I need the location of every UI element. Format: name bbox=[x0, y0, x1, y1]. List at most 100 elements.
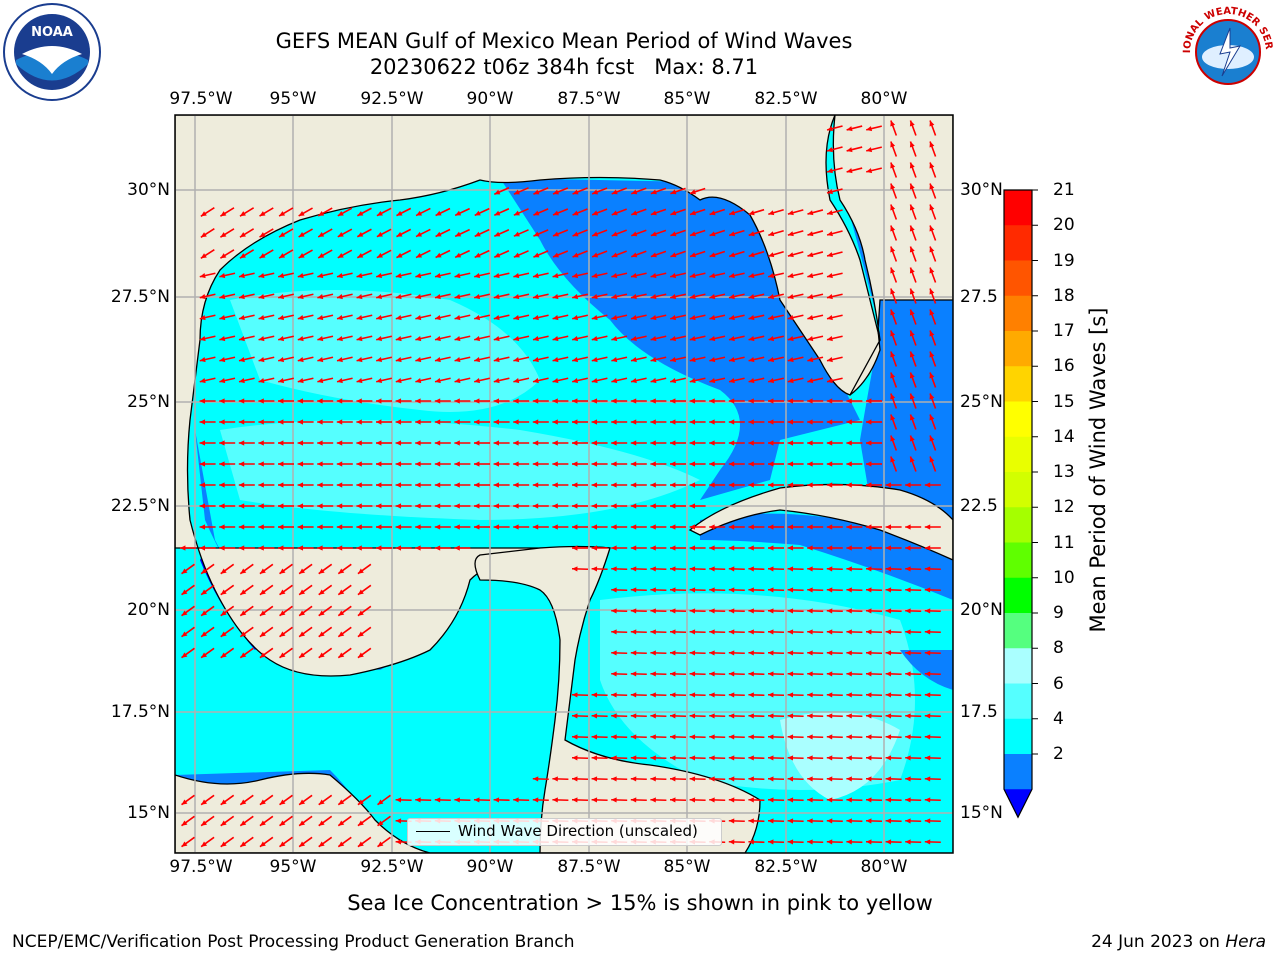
wave-direction-arrow bbox=[552, 356, 569, 363]
wave-direction-arrow bbox=[890, 393, 898, 409]
wave-direction-arrow bbox=[259, 647, 274, 659]
lat-tick-left: 17.5°N bbox=[110, 702, 170, 722]
wave-direction-arrow bbox=[924, 713, 941, 719]
wave-direction-arrow bbox=[846, 167, 863, 174]
wave-direction-arrow bbox=[768, 419, 784, 425]
wave-direction-arrow bbox=[709, 440, 726, 446]
wave-direction-arrow bbox=[846, 440, 863, 446]
wave-direction-arrow bbox=[890, 267, 898, 283]
wave-direction-arrow bbox=[219, 524, 236, 530]
wave-direction-arrow bbox=[767, 776, 785, 782]
wave-direction-arrow bbox=[807, 251, 824, 258]
wave-direction-arrow bbox=[435, 249, 451, 259]
wave-direction-arrow bbox=[650, 776, 667, 782]
wave-direction-arrow bbox=[787, 629, 804, 635]
wave-direction-arrow bbox=[298, 584, 313, 596]
wave-direction-arrow bbox=[259, 794, 274, 806]
wave-direction-arrow bbox=[572, 250, 588, 258]
wave-direction-arrow bbox=[279, 626, 293, 638]
wave-direction-arrow bbox=[611, 608, 628, 614]
wave-direction-arrow bbox=[826, 335, 843, 342]
wave-direction-arrow bbox=[909, 225, 917, 241]
wave-direction-arrow bbox=[572, 440, 588, 446]
wave-direction-arrow bbox=[768, 461, 784, 467]
wave-direction-arrow bbox=[454, 272, 471, 279]
wave-direction-arrow bbox=[395, 335, 412, 342]
wave-direction-arrow bbox=[631, 208, 647, 216]
wave-direction-arrow bbox=[591, 419, 608, 425]
wave-direction-arrow bbox=[297, 398, 314, 404]
wave-direction-arrow bbox=[199, 293, 216, 300]
lon-tick-bottom: 90°W bbox=[466, 857, 514, 877]
wave-direction-arrow bbox=[611, 314, 628, 321]
wave-direction-arrow bbox=[611, 671, 628, 677]
colorbar-swatch bbox=[1004, 683, 1032, 720]
wave-direction-arrow bbox=[905, 587, 922, 593]
wave-direction-arrow bbox=[415, 377, 432, 384]
wave-direction-arrow bbox=[890, 414, 898, 430]
wave-direction-arrow bbox=[689, 440, 706, 446]
wave-direction-arrow bbox=[787, 230, 804, 237]
wave-direction-arrow bbox=[415, 335, 432, 342]
wave-direction-arrow bbox=[924, 650, 941, 656]
wave-direction-arrow bbox=[670, 545, 686, 551]
wave-direction-arrow bbox=[768, 314, 784, 321]
colorbar-tick-label: 12 bbox=[1053, 497, 1075, 518]
wave-direction-arrow bbox=[611, 377, 628, 384]
wave-direction-arrow bbox=[238, 377, 255, 384]
wave-direction-arrow bbox=[689, 587, 706, 593]
wave-direction-arrow bbox=[866, 482, 882, 488]
wave-direction-arrow bbox=[748, 587, 765, 593]
wave-direction-arrow bbox=[905, 692, 922, 698]
colorbar-tick-label: 19 bbox=[1053, 250, 1075, 271]
wave-direction-arrow bbox=[200, 563, 215, 575]
wave-direction-arrow bbox=[259, 815, 274, 827]
wave-direction-arrow bbox=[630, 713, 647, 719]
wave-direction-arrow bbox=[493, 797, 510, 803]
colorbar-swatch bbox=[1004, 577, 1032, 614]
wave-direction-arrow bbox=[493, 503, 510, 509]
colorbar-swatch bbox=[1004, 472, 1032, 508]
wave-direction-arrow bbox=[474, 377, 490, 384]
wave-direction-arrow bbox=[356, 356, 373, 363]
wave-direction-arrow bbox=[473, 797, 491, 803]
wave-direction-arrow bbox=[513, 377, 530, 384]
wave-direction-arrow bbox=[474, 398, 490, 404]
wave-direction-arrow bbox=[572, 398, 588, 404]
wave-direction-arrow bbox=[905, 650, 922, 656]
wave-direction-arrow bbox=[748, 650, 765, 656]
wave-direction-arrow bbox=[767, 713, 785, 719]
wave-direction-arrow bbox=[611, 208, 627, 216]
wave-direction-arrow bbox=[909, 330, 917, 346]
wave-direction-arrow bbox=[826, 188, 843, 195]
wave-direction-arrow bbox=[909, 309, 917, 325]
wave-direction-arrow bbox=[317, 440, 334, 446]
wave-direction-arrow bbox=[356, 440, 373, 446]
wave-direction-arrow bbox=[199, 335, 216, 342]
wave-direction-arrow bbox=[630, 608, 647, 614]
wave-direction-arrow bbox=[630, 482, 647, 488]
wave-direction-arrow bbox=[748, 229, 765, 237]
wave-direction-arrow bbox=[905, 797, 922, 803]
wave-direction-arrow bbox=[336, 503, 353, 509]
wave-direction-arrow bbox=[650, 608, 667, 614]
wave-direction-arrow bbox=[199, 377, 216, 384]
wave-direction-arrow bbox=[885, 545, 902, 551]
wave-direction-arrow bbox=[337, 815, 352, 827]
wave-direction-arrow bbox=[278, 249, 294, 259]
wave-direction-arrow bbox=[181, 626, 195, 638]
wave-direction-arrow bbox=[929, 330, 937, 346]
wave-direction-arrow bbox=[259, 626, 274, 638]
wave-direction-arrow bbox=[259, 563, 274, 575]
wave-direction-arrow bbox=[454, 228, 470, 238]
wave-direction-arrow bbox=[669, 776, 687, 782]
wave-direction-arrow bbox=[748, 335, 765, 342]
wave-direction-arrow bbox=[356, 249, 372, 259]
wave-direction-arrow bbox=[298, 228, 313, 238]
wave-direction-arrow bbox=[376, 461, 392, 467]
wave-direction-arrow bbox=[670, 398, 686, 404]
wave-direction-arrow bbox=[337, 207, 353, 217]
chart-subtitle: 20230622 t06z 384h fcst Max: 8.71 bbox=[369, 55, 759, 79]
wave-direction-arrow bbox=[748, 461, 765, 467]
wave-direction-arrow bbox=[630, 377, 647, 384]
